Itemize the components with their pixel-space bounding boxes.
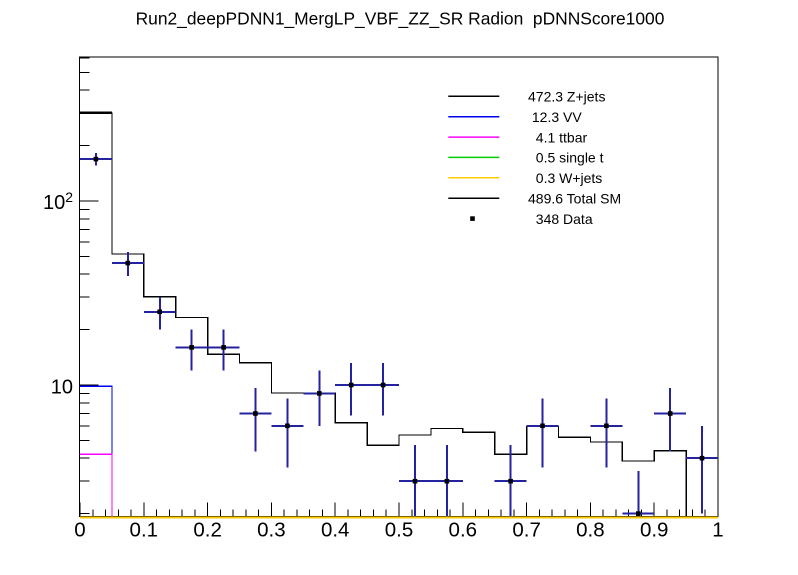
svg-text:12.3 VV: 12.3 VV	[528, 109, 582, 125]
svg-text:348 Data: 348 Data	[528, 211, 593, 227]
svg-text:Run2_deepPDNN1_MergLP_VBF_ZZ_S: Run2_deepPDNN1_MergLP_VBF_ZZ_SR Radion p…	[136, 9, 665, 29]
svg-text:1: 1	[712, 519, 723, 542]
svg-text:0: 0	[74, 519, 85, 542]
svg-text:0.1: 0.1	[130, 519, 159, 542]
svg-text:0.4: 0.4	[321, 519, 350, 542]
svg-text:0.5: 0.5	[385, 519, 414, 542]
svg-text:10: 10	[51, 376, 73, 398]
svg-text:0.7: 0.7	[512, 519, 541, 542]
svg-text:0.9: 0.9	[640, 519, 669, 542]
svg-text:0.3: 0.3	[257, 519, 286, 542]
svg-text:0.5 single t: 0.5 single t	[528, 150, 604, 166]
svg-text:0.8: 0.8	[576, 519, 605, 542]
svg-text:489.6 Total SM: 489.6 Total SM	[528, 190, 621, 206]
svg-text:472.3 Z+jets: 472.3 Z+jets	[528, 89, 605, 105]
svg-text:0.2: 0.2	[193, 519, 222, 542]
svg-text:0.6: 0.6	[449, 519, 478, 542]
svg-text:4.1 ttbar: 4.1 ttbar	[528, 129, 587, 145]
svg-text:0.3 W+jets: 0.3 W+jets	[528, 170, 602, 186]
